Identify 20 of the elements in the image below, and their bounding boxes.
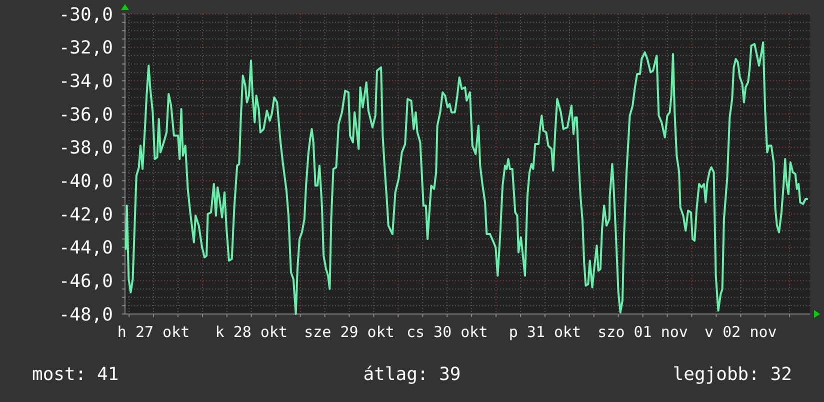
text: legjobb: 32 bbox=[672, 364, 792, 385]
y-tick-label: -40,0 bbox=[58, 170, 113, 192]
y-tick-label: -36,0 bbox=[58, 104, 113, 126]
y-tick-label: -48,0 bbox=[58, 304, 113, 326]
x-tick-label: cs 30 okt bbox=[406, 323, 488, 341]
y-tick-label: -38,0 bbox=[58, 138, 113, 159]
y-tick-label: -46,0 bbox=[58, 270, 113, 292]
y-tick-label: -32,0 bbox=[58, 38, 113, 59]
y-tick-label: -42,0 bbox=[58, 204, 113, 226]
text: most: 41 bbox=[32, 364, 119, 385]
x-tick-label: k 28 okt bbox=[215, 323, 288, 341]
text: átlag: 39 bbox=[363, 364, 461, 385]
y-tick-label: -44,0 bbox=[58, 238, 113, 259]
x-tick-label: v 02 nov bbox=[704, 323, 777, 341]
x-tick-label: szo 01 nov bbox=[598, 323, 688, 341]
y-tick-label: -34,0 bbox=[58, 70, 113, 92]
y-tick-label: -30,0 bbox=[58, 4, 113, 26]
x-tick-label: sze 29 okt bbox=[304, 323, 394, 341]
x-tick-label: p 31 okt bbox=[508, 323, 582, 341]
x-tick-label: h 27 okt bbox=[117, 323, 190, 341]
